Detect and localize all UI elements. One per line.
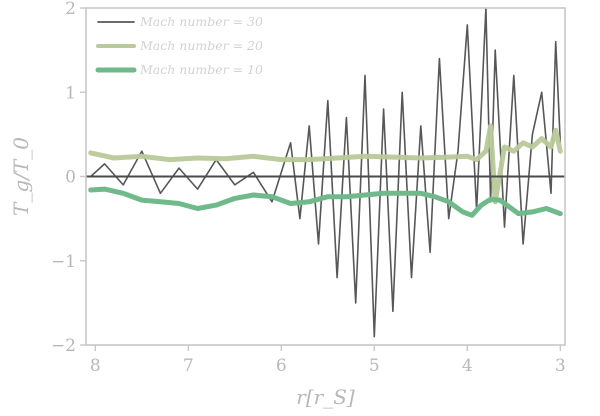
y-tick-label: −2: [51, 336, 76, 356]
series-line-0: [89, 7, 562, 338]
y-axis-label: T_g/T_0: [9, 137, 33, 216]
x-tick-label: 6: [276, 356, 287, 376]
x-tick-label: 5: [369, 356, 380, 376]
series-line-2: [88, 186, 563, 218]
legend: Mach number = 30 Mach number = 20 Mach num…: [95, 14, 263, 77]
x-axis-label: r[r_S]: [296, 385, 355, 409]
y-tick-label: 2: [65, 0, 76, 19]
x-tick-label: 4: [462, 356, 473, 376]
y-tick-label: 0: [65, 168, 76, 188]
series-layer: [88, 7, 563, 338]
series-line-1: [88, 123, 563, 205]
legend-label: Mach number = 20: [139, 38, 263, 53]
y-tick-label: 1: [65, 83, 76, 103]
x-tick-label: 3: [555, 356, 566, 376]
legend-label: Mach number = 30: [139, 14, 263, 29]
y-tick-label: −1: [51, 252, 76, 272]
x-ticks: 8 7 6 5 4 3: [90, 345, 566, 376]
legend-label: Mach number = 10: [139, 62, 263, 77]
x-tick-label: 7: [183, 356, 194, 376]
y-ticks: 2 1 0 −1 −2: [51, 0, 86, 356]
x-tick-label: 8: [90, 356, 101, 376]
